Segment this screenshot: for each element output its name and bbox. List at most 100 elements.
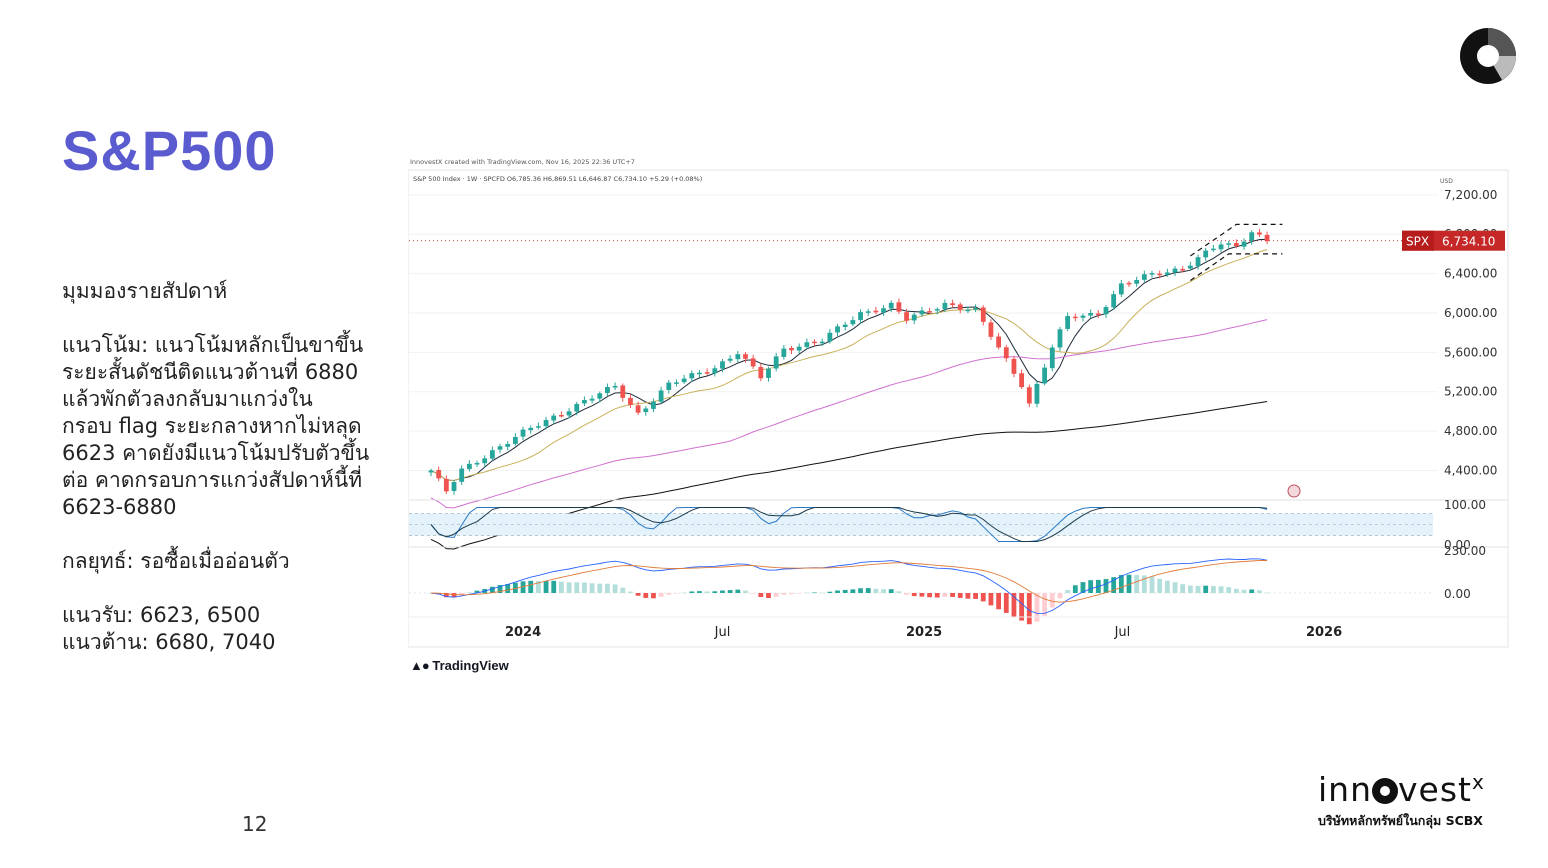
macd-histogram-bar <box>773 593 779 597</box>
candle-body <box>1157 273 1163 276</box>
macd-tick-label: 0.00 <box>1444 587 1471 601</box>
brand-wordmark: inn vestx <box>1318 770 1528 809</box>
macd-histogram-bar <box>1210 586 1216 593</box>
candle-body <box>512 436 518 444</box>
trend-line: แนวโน้ม: แนวโน้มหลักเป็นขาขึ้น <box>62 333 364 357</box>
brand-x: x <box>1471 770 1485 794</box>
candle-body <box>842 324 848 327</box>
trend-line: 6623-6880 <box>62 495 177 519</box>
candle-body <box>612 385 618 388</box>
candle-body <box>873 310 879 313</box>
tradingview-watermark: ▲● TradingView <box>410 658 509 673</box>
macd-histogram-bar <box>574 582 580 593</box>
candle-body <box>1241 241 1247 247</box>
macd-histogram-bar <box>1249 589 1255 593</box>
macd-histogram-bar <box>819 592 825 594</box>
candle-body <box>1072 316 1078 319</box>
candle-body <box>566 411 572 416</box>
candle-body <box>1256 232 1262 235</box>
x-tick-label: 2026 <box>1306 625 1342 640</box>
tradingview-logo-icon: ▲● <box>410 658 430 673</box>
macd-histogram-bar <box>1218 586 1224 593</box>
candle-body <box>551 415 557 421</box>
candle-body <box>1011 358 1017 374</box>
candle-body <box>697 372 702 375</box>
ma-medium-line <box>430 249 1268 482</box>
macd-histogram-bar <box>566 582 572 593</box>
y-tick-label: 4,400.00 <box>1444 463 1497 477</box>
candle-body <box>1034 383 1040 404</box>
macd-histogram-bar <box>1256 590 1262 593</box>
macd-histogram-bar <box>658 593 664 597</box>
candle-body <box>827 332 833 342</box>
candle-body <box>735 354 741 360</box>
macd-histogram-bar <box>612 584 618 593</box>
x-tick-label: 2025 <box>906 625 942 640</box>
macd-histogram-bar <box>973 593 978 599</box>
macd-histogram-bar <box>605 583 610 593</box>
brand-o-icon <box>1372 778 1398 804</box>
candle-body <box>1111 294 1117 308</box>
candle-body <box>520 429 526 437</box>
candle-body <box>727 358 733 361</box>
macd-tick-label: 230.00 <box>1444 544 1486 558</box>
price-tag-value: 6,734.10 <box>1442 235 1495 249</box>
candle-body <box>1180 269 1186 271</box>
resistance-levels: แนวต้าน: 6680, 7040 <box>62 630 276 654</box>
macd-histogram-bar <box>559 581 564 593</box>
candle-body <box>911 314 917 321</box>
currency-label: USD <box>1440 178 1453 185</box>
candle-body <box>1126 282 1132 285</box>
candle-body <box>988 322 994 337</box>
macd-histogram-bar <box>497 585 503 593</box>
event-marker-icon[interactable] <box>1287 484 1301 498</box>
macd-histogram-bar <box>1072 585 1078 593</box>
macd-signal-line <box>430 560 1268 603</box>
candle-body <box>643 408 649 413</box>
price-tag-symbol-bg <box>1402 230 1434 251</box>
macd-histogram-bar <box>812 592 817 594</box>
candle-body <box>1149 273 1155 275</box>
macd-histogram-bar <box>666 593 672 595</box>
candle-body <box>528 427 534 431</box>
candle-body <box>942 302 948 310</box>
macd-histogram-bar <box>988 593 994 606</box>
candle-body <box>919 310 925 315</box>
candle-body <box>789 348 794 351</box>
tradingview-label: TradingView <box>432 658 509 673</box>
candle-body <box>543 420 549 427</box>
candle-body <box>1264 234 1270 242</box>
candle-body <box>1164 272 1170 275</box>
macd-histogram-bar <box>1226 587 1232 593</box>
macd-histogram-bar <box>720 590 725 593</box>
candle-body <box>620 385 626 398</box>
macd-histogram-bar <box>865 588 871 593</box>
ma-short-line <box>430 238 1268 482</box>
candle-body <box>796 346 802 351</box>
candle-body <box>443 478 449 492</box>
candle-body <box>712 368 718 374</box>
macd-histogram-bar <box>1103 579 1109 593</box>
macd-histogram-bar <box>681 592 687 594</box>
chart-canvas: InnovestX created with TradingView.com, … <box>408 158 1509 648</box>
page-number: 12 <box>242 812 268 836</box>
candle-body <box>1134 279 1140 284</box>
candle-body <box>466 463 472 470</box>
candle-body <box>1172 268 1178 273</box>
macd-histogram-bar <box>766 593 771 598</box>
macd-histogram-bar <box>1088 580 1094 593</box>
macd-histogram-bar <box>704 591 710 593</box>
macd-histogram-bar <box>927 593 932 598</box>
macd-histogram-bar <box>965 593 971 599</box>
macd-histogram-bar <box>919 593 925 597</box>
chart-legend: S&P 500 Index · 1W · SPCFD O6,785.36 H6,… <box>413 175 702 183</box>
macd-histogram-bar <box>957 593 963 598</box>
macd-histogram-bar <box>796 593 802 594</box>
macd-histogram-bar <box>881 589 886 593</box>
candle-body <box>1203 250 1209 258</box>
macd-histogram-bar <box>597 583 603 593</box>
candle-body <box>1049 347 1055 369</box>
candle-body <box>535 426 541 428</box>
macd-histogram-bar <box>543 580 549 593</box>
macd-histogram-bar <box>466 592 472 593</box>
